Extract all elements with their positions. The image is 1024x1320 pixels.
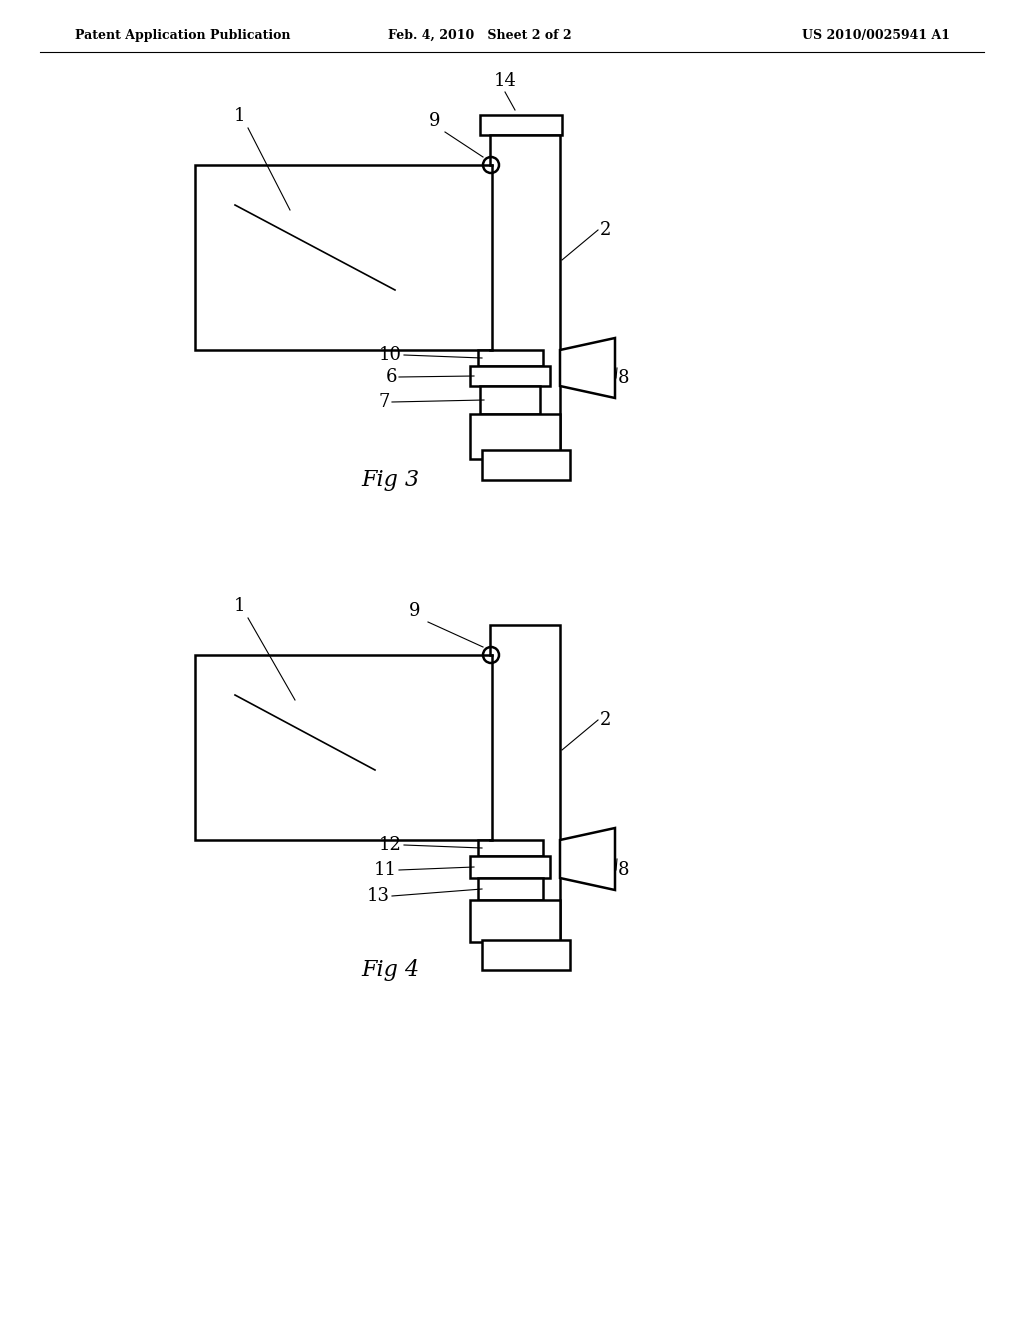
Bar <box>482 940 570 970</box>
Bar <box>470 366 550 385</box>
Bar <box>195 655 492 840</box>
Text: 9: 9 <box>410 602 421 620</box>
Bar <box>490 135 560 450</box>
Bar <box>482 450 570 480</box>
Bar <box>470 855 550 878</box>
Bar <box>470 900 560 942</box>
Bar <box>470 414 560 459</box>
Text: 1: 1 <box>234 597 246 615</box>
Bar <box>480 115 562 135</box>
Polygon shape <box>560 338 615 399</box>
Text: US 2010/0025941 A1: US 2010/0025941 A1 <box>802 29 950 41</box>
Text: 8: 8 <box>618 370 630 387</box>
Text: 9: 9 <box>429 112 440 129</box>
Text: 2: 2 <box>600 711 611 729</box>
Text: 2: 2 <box>600 220 611 239</box>
Text: 8: 8 <box>618 861 630 879</box>
Text: 11: 11 <box>374 861 397 879</box>
Text: 6: 6 <box>385 368 397 385</box>
Bar <box>478 878 543 900</box>
Bar <box>490 624 560 940</box>
Text: Fig 3: Fig 3 <box>360 469 419 491</box>
Bar <box>195 165 492 350</box>
Text: 1: 1 <box>234 107 246 125</box>
Text: Fig 4: Fig 4 <box>360 960 419 981</box>
Text: 10: 10 <box>379 346 402 364</box>
Text: Feb. 4, 2010   Sheet 2 of 2: Feb. 4, 2010 Sheet 2 of 2 <box>388 29 571 41</box>
Bar <box>478 840 543 855</box>
Text: 12: 12 <box>379 836 402 854</box>
Text: Patent Application Publication: Patent Application Publication <box>75 29 291 41</box>
Bar <box>480 385 540 414</box>
Text: 14: 14 <box>494 73 516 90</box>
Polygon shape <box>560 828 615 890</box>
Text: 7: 7 <box>379 393 390 411</box>
Bar <box>478 350 543 366</box>
Text: 13: 13 <box>367 887 390 906</box>
